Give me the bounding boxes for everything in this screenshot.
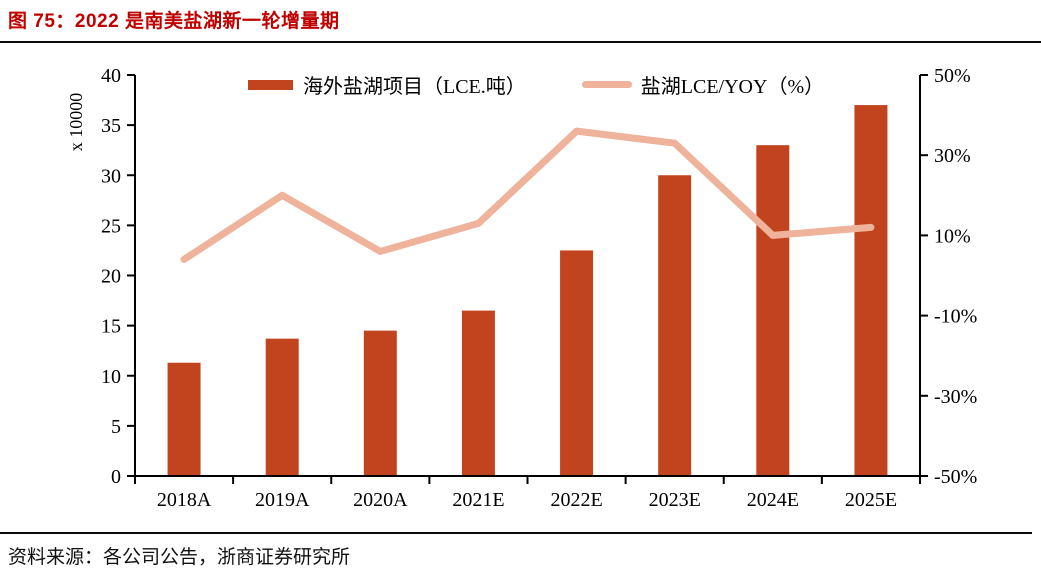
yoy-line (180, 127, 875, 263)
x-axis-label: 2024E (747, 489, 799, 511)
bar-2020A (363, 330, 397, 476)
bar-2021E (461, 310, 495, 476)
line-series-label: 盐湖LCE/YOY（%） (640, 76, 825, 98)
title-divider (0, 41, 1041, 43)
bar-2025E (854, 105, 888, 476)
right-axis-tick-label: 30% (934, 145, 971, 167)
right-axis-tick-label: 50% (934, 65, 971, 87)
x-axis-label: 2021E (452, 489, 504, 511)
left-axis-unit-label: x 10000 (66, 93, 86, 152)
legend-entry-line: 盐湖LCE/YOY（%） (581, 70, 825, 99)
right-axis-tick-label: -10% (934, 306, 977, 328)
left-axis-tick-label: 15 (101, 316, 121, 338)
bar-2023E (658, 175, 692, 476)
left-axis-tick-label: 40 (101, 65, 121, 87)
left-axis-tick-label: 30 (101, 165, 121, 187)
bar-series-label: 海外盐湖项目（LCE.吨） (303, 76, 526, 98)
line-series-swatch (581, 81, 632, 88)
right-axis-tick-label: 10% (934, 225, 971, 247)
x-axis-label: 2022E (550, 489, 602, 511)
figure-title: 图 75：2022 是南美盐湖新一轮增量期 (8, 11, 340, 32)
left-axis-tick-label: 10 (101, 366, 121, 388)
bar-2019A (265, 338, 299, 476)
x-axis-label: 2025E (845, 489, 897, 511)
x-axis-label: 2018A (157, 489, 212, 511)
x-axis-label: 2019A (255, 489, 310, 511)
x-axis-label: 2020A (353, 489, 408, 511)
source-note: 资料来源：各公司公告，浙商证券研究所 (8, 547, 351, 568)
x-axis-label: 2023E (649, 489, 701, 511)
bar-2018A (167, 362, 201, 476)
left-axis-tick-label: 5 (111, 416, 121, 438)
bar-2022E (560, 250, 594, 476)
bar-2024E (756, 145, 790, 477)
bar-series-swatch (248, 79, 293, 90)
footer-divider (0, 532, 1032, 534)
left-axis-tick-label: 35 (101, 115, 121, 137)
left-axis-tick-label: 20 (101, 266, 121, 288)
right-axis-tick-label: -30% (934, 386, 977, 408)
legend-entry-bar: 海外盐湖项目（LCE.吨） (248, 70, 526, 99)
right-axis-tick-label: -50% (934, 466, 977, 488)
left-axis-tick-label: 0 (111, 466, 121, 488)
left-axis-tick-label: 25 (101, 215, 121, 237)
chart-legend: 海外盐湖项目（LCE.吨） 盐湖LCE/YOY（%） (248, 70, 824, 99)
